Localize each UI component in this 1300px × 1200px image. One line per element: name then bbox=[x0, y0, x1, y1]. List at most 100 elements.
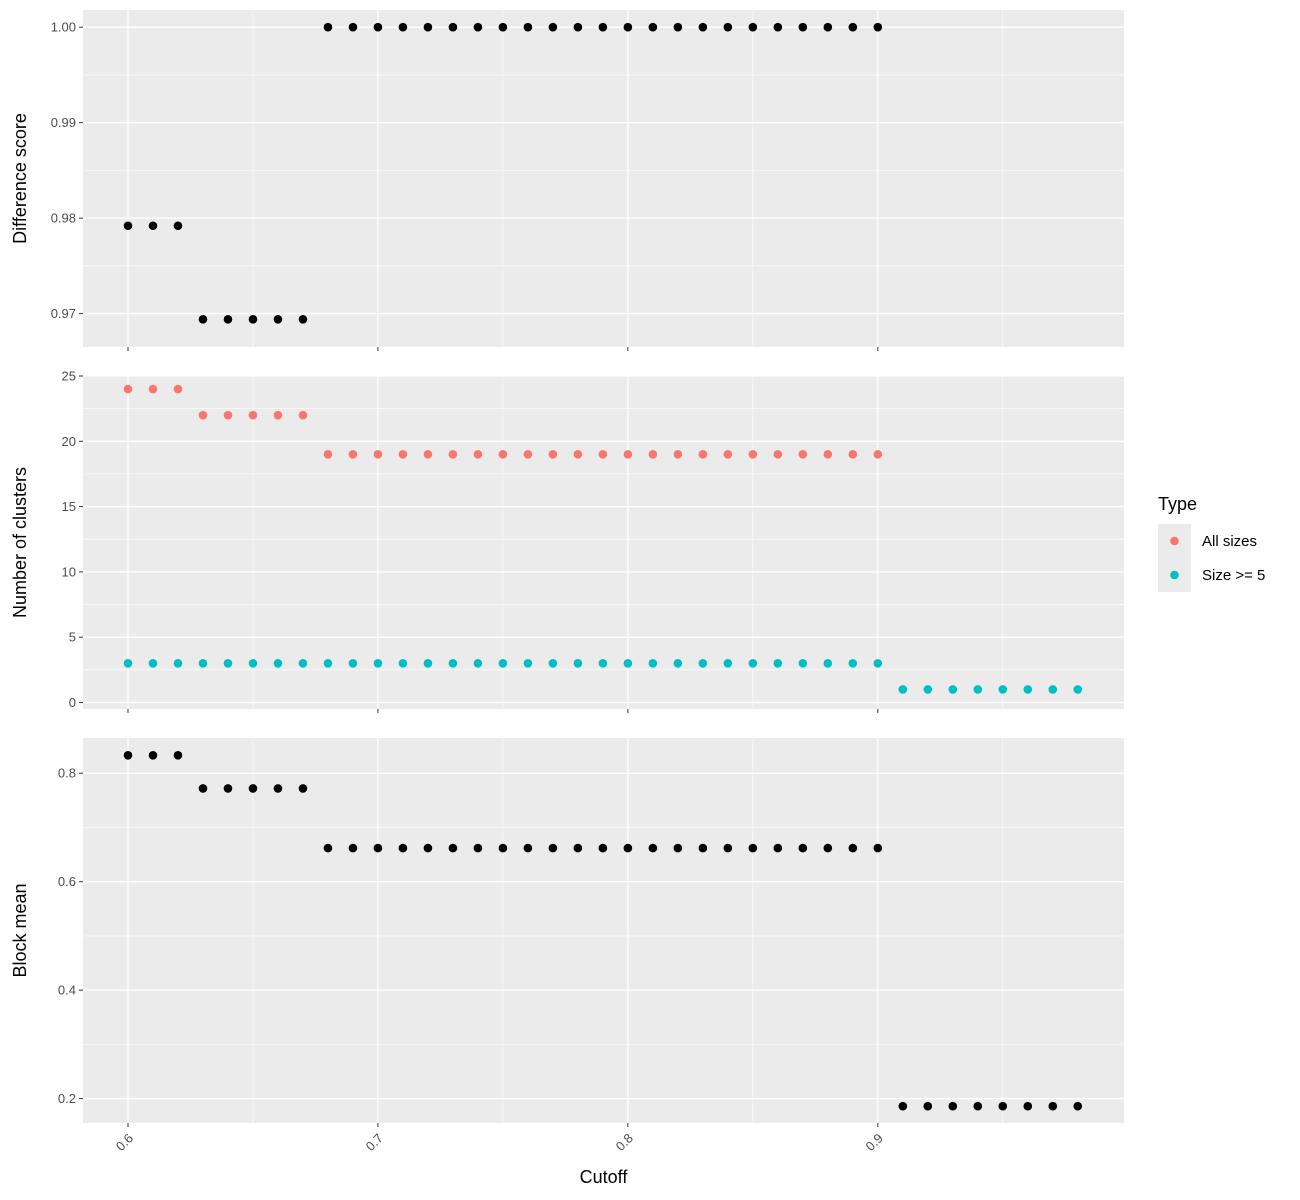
point-size-5 bbox=[573, 658, 583, 668]
point-all-sizes bbox=[848, 450, 858, 459]
point-block-mean bbox=[223, 784, 233, 793]
point-block-mean bbox=[498, 843, 508, 853]
point-difference-score bbox=[723, 22, 733, 32]
point-size-5 bbox=[223, 658, 233, 668]
point-block-mean bbox=[473, 843, 483, 853]
point-block-mean bbox=[723, 843, 733, 853]
point-difference-score bbox=[698, 22, 708, 32]
point-difference-score bbox=[148, 221, 158, 231]
point-difference-score bbox=[273, 315, 283, 324]
point-all-sizes bbox=[823, 450, 833, 459]
point-difference-score bbox=[523, 22, 533, 32]
point-size-5 bbox=[323, 658, 333, 668]
point-size-5 bbox=[598, 658, 608, 668]
point-all-sizes bbox=[473, 450, 483, 459]
point-size-5 bbox=[273, 658, 283, 668]
number-of-clusters-background bbox=[83, 376, 1124, 709]
x-tick-label: 0.7 bbox=[363, 1131, 386, 1154]
point-size-5 bbox=[873, 658, 883, 668]
point-size-5 bbox=[748, 658, 758, 668]
point-size-5 bbox=[1023, 685, 1033, 694]
point-difference-score bbox=[248, 315, 258, 324]
x-tick-label: 0.8 bbox=[613, 1131, 636, 1154]
point-block-mean bbox=[848, 843, 858, 853]
point-size-5 bbox=[998, 685, 1008, 694]
point-difference-score bbox=[548, 22, 558, 32]
y-tick-label: 1.00 bbox=[51, 20, 76, 35]
y-tick-label: 20 bbox=[62, 434, 76, 449]
y-tick-label: 0.4 bbox=[58, 983, 76, 998]
point-block-mean bbox=[273, 784, 283, 793]
point-difference-score bbox=[798, 22, 808, 32]
point-difference-score bbox=[223, 315, 233, 324]
x-tick-label: 0.9 bbox=[863, 1131, 886, 1154]
point-difference-score bbox=[198, 315, 208, 324]
point-size-5 bbox=[473, 658, 483, 668]
point-all-sizes bbox=[873, 450, 883, 459]
point-all-sizes bbox=[323, 450, 333, 459]
point-difference-score bbox=[123, 221, 133, 231]
point-block-mean bbox=[873, 843, 883, 853]
difference-score-background bbox=[83, 10, 1124, 347]
point-block-mean bbox=[1073, 1101, 1083, 1111]
y-tick-label: 15 bbox=[62, 499, 76, 514]
point-size-5 bbox=[623, 658, 633, 668]
y-axis-title-block-mean: Block mean bbox=[10, 883, 30, 977]
point-all-sizes bbox=[798, 450, 808, 459]
y-axis-title-difference-score: Difference score bbox=[10, 113, 30, 244]
y-tick-label: 0.98 bbox=[51, 211, 76, 226]
point-difference-score bbox=[498, 22, 508, 32]
point-all-sizes bbox=[723, 450, 733, 459]
point-block-mean bbox=[448, 843, 458, 853]
point-size-5 bbox=[373, 658, 383, 668]
point-difference-score bbox=[773, 22, 783, 32]
point-all-sizes bbox=[648, 450, 658, 459]
point-all-sizes bbox=[423, 450, 433, 459]
y-tick-label: 25 bbox=[62, 369, 76, 384]
point-all-sizes bbox=[698, 450, 708, 459]
point-block-mean bbox=[748, 843, 758, 853]
point-block-mean bbox=[923, 1101, 933, 1111]
x-axis-title: Cutoff bbox=[580, 1167, 629, 1187]
point-difference-score bbox=[298, 315, 308, 324]
point-size-5 bbox=[523, 658, 533, 668]
point-size-5 bbox=[673, 658, 683, 668]
series-all-sizes bbox=[123, 384, 883, 459]
point-all-sizes bbox=[148, 384, 158, 394]
legend: Type All sizes Size >= 5 bbox=[1158, 494, 1265, 592]
legend-label-all-sizes: All sizes bbox=[1202, 533, 1257, 550]
point-all-sizes bbox=[673, 450, 683, 459]
point-block-mean bbox=[623, 843, 633, 853]
panel-block-mean: 0.2 0.4 0.6 0.8 Block mean 0.6 0.7 0.8 0.9 bbox=[10, 738, 1124, 1154]
legend-marker-size-ge-5 bbox=[1170, 570, 1179, 580]
point-size-5 bbox=[1073, 685, 1083, 694]
point-all-sizes bbox=[223, 410, 233, 420]
y-tick-label: 0.8 bbox=[58, 766, 76, 781]
point-difference-score bbox=[423, 22, 433, 32]
point-difference-score bbox=[823, 22, 833, 32]
block-mean-background bbox=[83, 738, 1124, 1123]
point-size-5 bbox=[248, 658, 258, 668]
point-size-5 bbox=[448, 658, 458, 668]
y-axis-title-number-of-clusters: Number of clusters bbox=[10, 467, 30, 618]
legend-title: Type bbox=[1158, 494, 1197, 514]
point-difference-score bbox=[323, 22, 333, 32]
point-all-sizes bbox=[773, 450, 783, 459]
point-all-sizes bbox=[623, 450, 633, 459]
point-size-5 bbox=[773, 658, 783, 668]
point-block-mean bbox=[973, 1101, 983, 1111]
point-difference-score bbox=[598, 22, 608, 32]
point-block-mean bbox=[548, 843, 558, 853]
point-difference-score bbox=[398, 22, 408, 32]
series-block-mean bbox=[123, 751, 1083, 1111]
point-size-5 bbox=[948, 685, 958, 694]
point-block-mean bbox=[423, 843, 433, 853]
point-block-mean bbox=[998, 1101, 1008, 1111]
point-all-sizes bbox=[298, 410, 308, 420]
point-all-sizes bbox=[373, 450, 383, 459]
point-difference-score bbox=[373, 22, 383, 32]
point-block-mean bbox=[598, 843, 608, 853]
y-tick-label: 0.99 bbox=[51, 115, 76, 130]
point-all-sizes bbox=[123, 384, 133, 394]
series-difference-score bbox=[123, 22, 883, 324]
